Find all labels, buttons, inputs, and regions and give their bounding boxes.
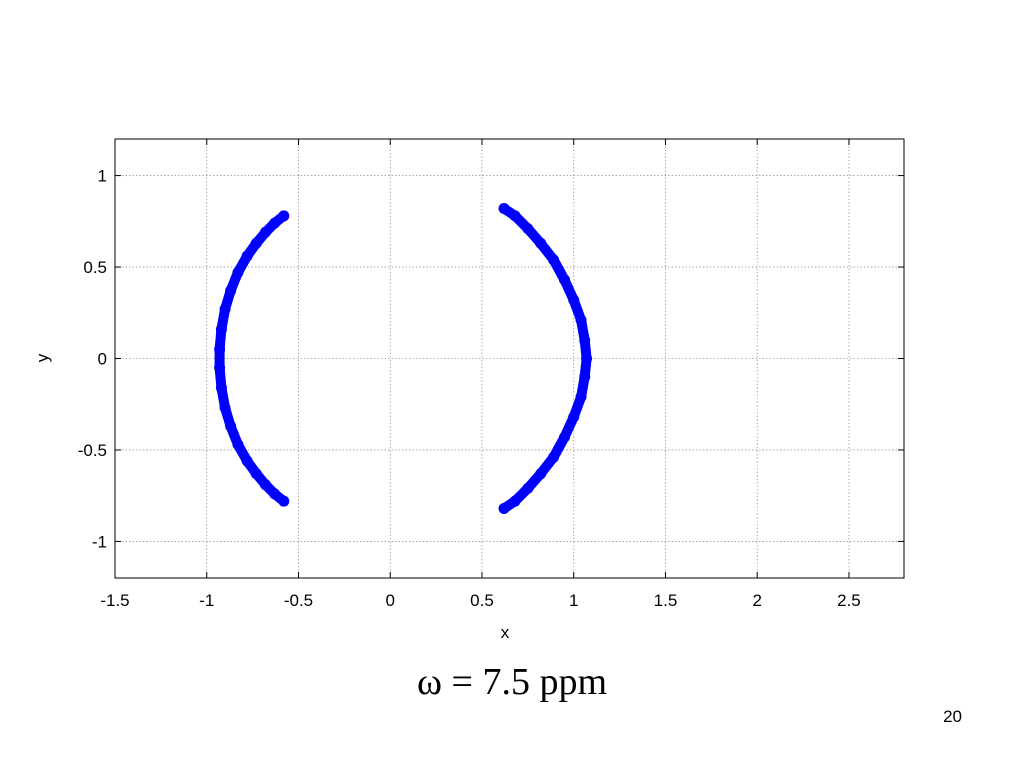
plot-frame — [114, 138, 905, 579]
x-tick-label: -0.5 — [284, 591, 313, 610]
x-tick-label: 1.5 — [654, 591, 678, 610]
data-point — [225, 285, 237, 297]
data-point — [535, 468, 547, 480]
plot-area — [115, 139, 904, 578]
data-point — [498, 502, 510, 514]
omega-caption: ω = 7.5 ppm — [417, 661, 607, 703]
data-point — [250, 237, 262, 249]
data-point — [278, 495, 290, 507]
data-point — [522, 223, 534, 235]
data-point — [232, 267, 244, 279]
data-point — [559, 274, 571, 286]
page-number: 20 — [943, 707, 962, 726]
data-point — [214, 362, 226, 374]
data-point — [579, 371, 591, 383]
data-point — [259, 226, 271, 238]
data-point — [568, 294, 580, 306]
y-tick-label: -1 — [92, 532, 107, 551]
data-point — [575, 391, 587, 403]
data-point — [548, 254, 560, 266]
data-point — [219, 402, 231, 414]
data-point — [215, 323, 227, 335]
data-point — [509, 495, 521, 507]
y-tick-label: 0.5 — [83, 258, 107, 277]
data-point — [269, 488, 281, 500]
data-point — [581, 353, 593, 364]
ticks — [114, 139, 904, 578]
data-point — [269, 217, 281, 229]
x-tick-label: -1 — [199, 591, 214, 610]
data-point — [278, 210, 290, 222]
y-tick-labels: -1 -0.5 0 0.5 1 — [78, 167, 107, 552]
x-tick-label: 2 — [752, 591, 761, 610]
x-tick-label: -1.5 — [100, 591, 129, 610]
data-point — [232, 438, 244, 450]
data-point — [219, 303, 231, 315]
y-tick-label: 1 — [98, 167, 107, 186]
data-point — [225, 420, 237, 432]
x-axis-label: x — [501, 623, 510, 642]
data-point — [498, 203, 510, 215]
data-point — [579, 334, 591, 346]
x-tick-labels: -1.5 -1 -0.5 0 0.5 1 1.5 2 2.5 — [100, 591, 860, 610]
x-tick-label: 1 — [569, 591, 578, 610]
data-point — [241, 250, 253, 262]
y-axis-label: y — [33, 353, 52, 362]
y-tick-label: 0 — [98, 350, 107, 369]
data-point — [522, 482, 534, 494]
data-point — [548, 451, 560, 463]
data-points — [214, 203, 593, 514]
y-tick-label: -0.5 — [78, 441, 107, 460]
data-point — [509, 210, 521, 222]
data-point — [241, 455, 253, 467]
x-tick-label: 2.5 — [837, 591, 861, 610]
data-point — [568, 411, 580, 423]
data-point — [250, 468, 262, 480]
data-point — [214, 343, 226, 355]
data-point — [559, 431, 571, 443]
data-point — [575, 314, 587, 326]
data-point — [259, 479, 271, 491]
data-point — [535, 237, 547, 249]
x-tick-label: 0 — [385, 591, 394, 610]
data-point — [215, 382, 227, 394]
x-tick-label: 0.5 — [470, 591, 494, 610]
